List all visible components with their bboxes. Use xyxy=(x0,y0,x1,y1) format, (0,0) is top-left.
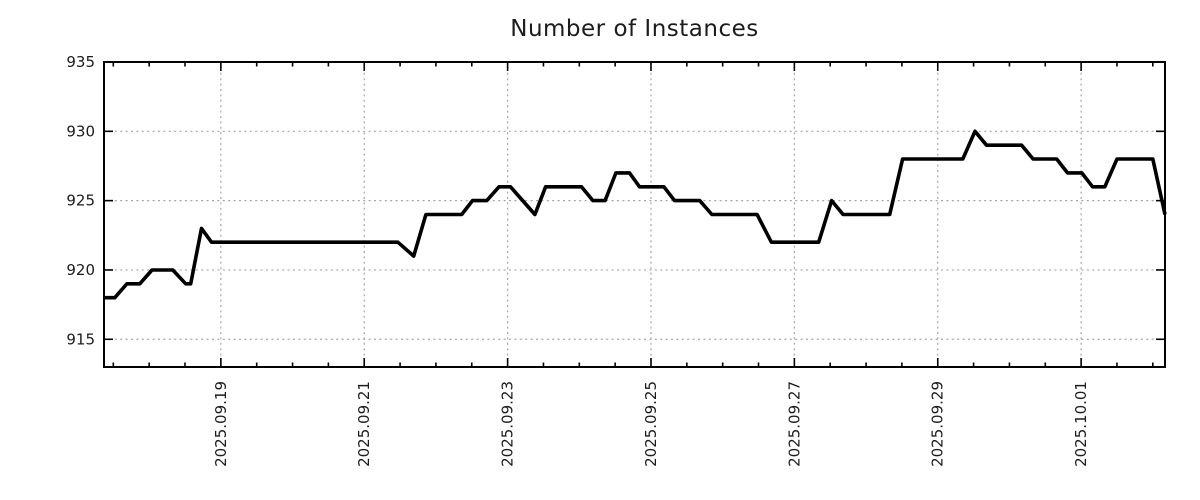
x-tick-label: 2025.09.29 xyxy=(929,381,947,467)
axis-labels: 915 920 925 930 935 2025.09.19 2025.09.21 2025.… xyxy=(66,53,1090,467)
x-tick-label: 2025.10.01 xyxy=(1072,381,1090,467)
chart-title: Number of Instances xyxy=(510,16,759,42)
x-tick-label: 2025.09.25 xyxy=(642,381,660,467)
series-line-instances xyxy=(104,129,1167,300)
grid-lines xyxy=(104,62,1165,367)
x-tick-label: 2025.09.19 xyxy=(212,381,230,467)
x-tick-label: 2025.09.27 xyxy=(785,381,803,467)
x-tick-label: 2025.09.23 xyxy=(499,381,517,467)
x-tick-label: 2025.09.21 xyxy=(355,381,373,467)
y-tick-label: 925 xyxy=(66,192,95,210)
y-tick-label: 920 xyxy=(66,261,95,279)
y-tick-label: 915 xyxy=(66,330,95,348)
y-tick-label: 935 xyxy=(66,53,95,71)
tick-marks xyxy=(104,61,1165,367)
y-tick-label: 930 xyxy=(66,122,95,140)
plot-border xyxy=(103,61,1166,368)
